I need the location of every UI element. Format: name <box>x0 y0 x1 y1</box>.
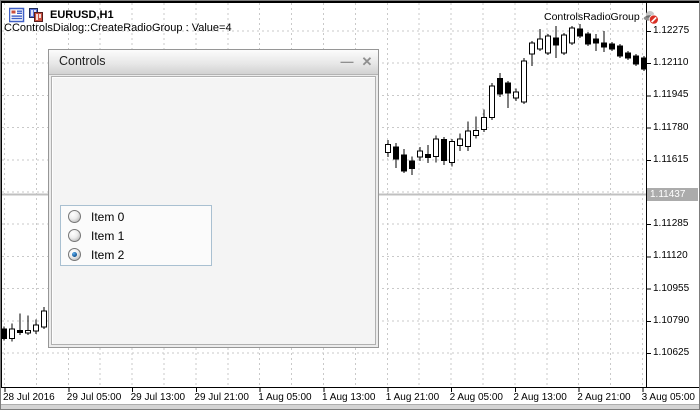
candle-body <box>33 324 39 332</box>
candle-body <box>545 35 551 54</box>
price-label: 1.10955 <box>653 282 690 294</box>
candle-body <box>561 34 567 54</box>
candle-body <box>617 45 623 57</box>
candle-body <box>465 130 471 148</box>
candle-body <box>577 28 583 37</box>
price-label: 1.10625 <box>653 346 690 358</box>
candle-body <box>433 138 439 157</box>
candle-body <box>393 146 399 160</box>
candle-body <box>473 129 479 136</box>
radio-item-2[interactable]: Item 2 <box>61 245 211 264</box>
radio-item-0[interactable]: Item 0 <box>61 207 211 226</box>
candle-body <box>497 77 503 95</box>
expert-name-label: ControlsRadioGroup <box>544 11 640 23</box>
candle-body <box>585 33 591 45</box>
symbol-period-label: EURUSD,H1 <box>50 9 114 21</box>
price-label: 1.12275 <box>653 25 690 36</box>
time-label[interactable]: 29 Jul 21:00 <box>194 392 249 403</box>
time-label[interactable]: 1 Aug 13:00 <box>322 392 376 403</box>
price-label: 1.11120 <box>653 250 688 262</box>
dialog-buttons: — ✕ <box>340 50 374 74</box>
candle-body <box>537 38 543 50</box>
candle-body <box>593 38 599 44</box>
candle-body <box>457 138 463 147</box>
time-label[interactable]: 2 Aug 21:00 <box>577 392 631 403</box>
price-label: 1.11780 <box>653 121 689 133</box>
candle-body <box>601 42 607 48</box>
price-label: 1.11285 <box>653 218 689 230</box>
candle-body <box>625 52 631 59</box>
radio-selected-icon[interactable] <box>68 248 81 261</box>
candle-body <box>425 153 431 158</box>
time-label[interactable]: 29 Jul 05:00 <box>66 392 122 403</box>
time-label[interactable]: 3 Aug 05:00 <box>641 392 695 403</box>
candle-body <box>481 116 487 131</box>
time-label[interactable]: 1 Aug 21:00 <box>385 392 440 403</box>
candle-body <box>449 140 455 164</box>
symbol-block: EURUSD,H1 <box>9 7 114 23</box>
time-label[interactable]: 2 Aug 13:00 <box>513 392 567 403</box>
candle-body <box>2 328 7 339</box>
window-bottom-edge <box>1 404 699 409</box>
candle-body <box>505 82 511 94</box>
time-label[interactable]: 2 Aug 05:00 <box>449 392 503 403</box>
candle-body <box>417 150 423 158</box>
chart-frame-top <box>1 1 699 3</box>
price-label: 1.12110 <box>653 57 689 69</box>
candle-body <box>609 43 615 50</box>
candle-body <box>553 37 559 46</box>
radio-item-label: Item 1 <box>91 228 125 243</box>
candle-body <box>401 154 407 172</box>
candle-body <box>25 330 31 334</box>
price-label: 1.10790 <box>653 314 690 326</box>
controls-dialog[interactable]: Controls — ✕ Item 0 Item 1 Item 2 <box>48 49 379 348</box>
candle-body <box>41 310 47 328</box>
charts-icon <box>29 8 43 22</box>
expert-block: ControlsRadioGroup <box>544 9 659 25</box>
price-label: 1.11615 <box>653 153 689 165</box>
expert-disabled-icon <box>643 11 659 25</box>
candle-body <box>641 57 646 70</box>
close-button[interactable]: ✕ <box>361 54 373 69</box>
candle-body <box>529 42 535 55</box>
time-label[interactable]: 28 Jul 2016 <box>3 392 55 403</box>
radio-item-label: Item 0 <box>91 209 125 224</box>
candle-body <box>489 85 495 118</box>
price-label: 1.11945 <box>653 89 689 101</box>
time-label[interactable]: 1 Aug 05:00 <box>258 392 312 403</box>
candle-body <box>633 55 639 65</box>
candle-body <box>441 139 447 161</box>
dialog-title: Controls <box>59 54 106 68</box>
candle-body <box>513 91 519 99</box>
candle-body <box>9 328 15 339</box>
chart-comment: CControlsDialog::CreateRadioGroup : Valu… <box>4 22 232 34</box>
minimize-button[interactable]: — <box>340 54 354 69</box>
time-label[interactable]: 29 Jul 13:00 <box>130 392 186 403</box>
chart-frame-left <box>1 1 2 388</box>
radio-item-1[interactable]: Item 1 <box>61 226 211 245</box>
radio-group: Item 0 Item 1 Item 2 <box>60 205 212 266</box>
quotes-table-icon <box>9 7 25 23</box>
dialog-titlebar[interactable]: Controls — ✕ <box>49 50 378 75</box>
dialog-client-area: Item 0 Item 1 Item 2 <box>51 76 376 345</box>
candle-body <box>569 27 575 44</box>
candle-body <box>385 144 391 154</box>
candle-body <box>521 60 527 103</box>
bid-price-tag: 1.11437 <box>647 187 698 201</box>
candle-body <box>17 330 23 334</box>
radio-unselected-icon[interactable] <box>68 229 81 242</box>
candle-body <box>409 160 415 170</box>
radio-item-label: Item 2 <box>91 247 125 262</box>
radio-unselected-icon[interactable] <box>68 210 81 223</box>
